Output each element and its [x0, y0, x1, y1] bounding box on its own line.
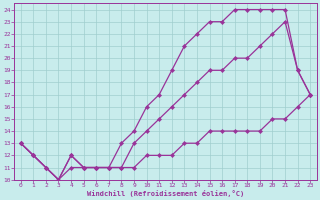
X-axis label: Windchill (Refroidissement éolien,°C): Windchill (Refroidissement éolien,°C) [87, 190, 244, 197]
